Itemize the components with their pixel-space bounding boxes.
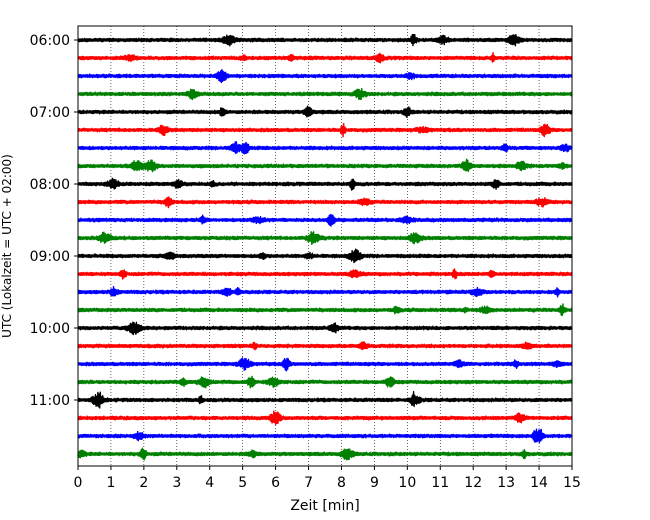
y-tick-label: 07:00 xyxy=(30,105,70,121)
y-axis: 06:00 07:00 08:00 09:00 10:00 11:00 xyxy=(30,33,78,409)
trace-row xyxy=(77,357,573,372)
trace-row xyxy=(77,105,573,119)
x-tick-label: 15 xyxy=(563,475,581,491)
trace-row xyxy=(77,303,573,317)
y-tick-label: 11:00 xyxy=(30,393,70,409)
trace-row xyxy=(77,51,573,64)
trace-row xyxy=(77,321,573,336)
x-tick-label: 9 xyxy=(370,475,379,491)
plot-frame xyxy=(77,25,573,467)
trace-row xyxy=(77,285,573,298)
trace-row xyxy=(77,447,573,461)
trace-row xyxy=(77,428,573,444)
x-axis: 0 1 2 3 4 5 6 7 8 9 10 11 12 13 14 15 xyxy=(74,466,581,491)
trace-row xyxy=(77,141,573,155)
seismic-traces xyxy=(77,33,573,461)
y-tick-label: 10:00 xyxy=(30,321,70,337)
x-tick-label: 1 xyxy=(106,475,115,491)
trace-row xyxy=(77,33,573,47)
x-tick-label: 0 xyxy=(74,475,83,491)
x-tick-label: 2 xyxy=(139,475,148,491)
trace-row xyxy=(77,231,573,246)
x-tick-label: 13 xyxy=(497,475,515,491)
trace-row xyxy=(77,87,573,101)
x-tick-label: 12 xyxy=(464,475,482,491)
trace-row xyxy=(77,410,573,426)
y-axis-title: UTC (Lokalzeit = UTC + 02:00) xyxy=(0,154,14,338)
x-tick-label: 4 xyxy=(205,475,214,491)
y-tick-label: 06:00 xyxy=(30,33,70,49)
x-tick-label: 8 xyxy=(337,475,346,491)
trace-row xyxy=(77,196,573,209)
grid-lines xyxy=(110,26,540,466)
trace-row xyxy=(77,213,573,227)
trace-row xyxy=(77,248,573,264)
trace-row xyxy=(77,390,573,409)
x-tick-label: 6 xyxy=(271,475,280,491)
x-tick-label: 14 xyxy=(530,475,548,491)
trace-row xyxy=(77,341,573,351)
y-tick-label: 08:00 xyxy=(30,177,70,193)
x-axis-title: Zeit [min] xyxy=(290,498,359,514)
trace-row xyxy=(77,177,573,191)
y-tick-label: 09:00 xyxy=(30,249,70,265)
trace-row xyxy=(77,69,573,84)
trace-row xyxy=(77,268,573,280)
trace-row xyxy=(77,158,573,173)
trace-row xyxy=(77,375,573,389)
x-tick-label: 5 xyxy=(238,475,247,491)
x-tick-label: 11 xyxy=(431,475,449,491)
x-tick-label: 10 xyxy=(398,475,416,491)
x-tick-label: 7 xyxy=(304,475,313,491)
x-tick-label: 3 xyxy=(172,475,181,491)
trace-row xyxy=(77,122,573,138)
